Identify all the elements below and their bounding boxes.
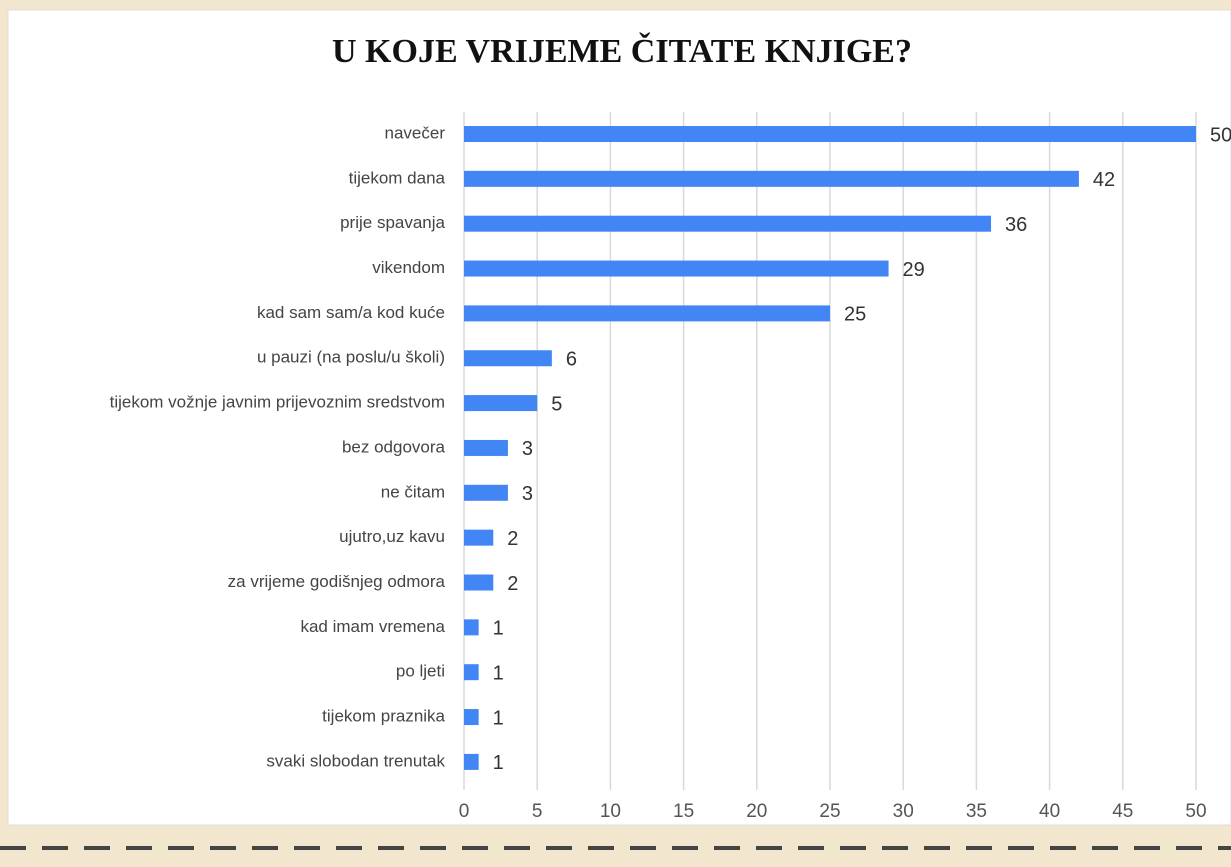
bar	[464, 439, 508, 456]
x-tick-label: 5	[532, 801, 543, 822]
value-label: 2	[507, 573, 518, 595]
value-label: 3	[522, 483, 533, 505]
x-tick-label: 10	[600, 801, 621, 822]
bar	[464, 170, 1079, 187]
x-tick-label: 45	[1112, 801, 1133, 822]
y-tick-label: bez odgovora	[342, 437, 446, 456]
value-label: 42	[1093, 169, 1115, 191]
value-label: 29	[903, 259, 925, 281]
y-tick-label: u pauzi (na poslu/u školi)	[257, 348, 445, 367]
bar	[464, 664, 479, 681]
value-label: 5	[551, 393, 562, 415]
y-tick-label: tijekom vožnje javnim prijevoznim sredst…	[110, 393, 445, 412]
x-tick-label: 0	[459, 801, 470, 822]
y-tick-label: za vrijeme godišnjeg odmora	[228, 572, 446, 591]
bar	[464, 215, 992, 232]
x-tick-label: 20	[746, 801, 767, 822]
x-tick-label: 15	[673, 801, 694, 822]
value-label: 1	[493, 618, 504, 640]
y-tick-label: prije spavanja	[340, 213, 445, 232]
value-label: 3	[522, 438, 533, 460]
x-tick-label: 30	[893, 801, 914, 822]
y-tick-label: ne čitam	[381, 482, 445, 501]
bar	[464, 709, 479, 726]
bar	[464, 260, 889, 277]
chart-title: U KOJE VRIJEME ČITATE KNJIGE?	[332, 32, 912, 70]
x-tick-label: 50	[1185, 801, 1206, 822]
bar	[464, 529, 494, 546]
value-label: 25	[844, 304, 866, 326]
value-label: 50	[1210, 124, 1231, 146]
panel	[7, 9, 1231, 826]
value-label: 6	[566, 349, 577, 371]
value-label: 1	[493, 707, 504, 729]
x-tick-label: 25	[819, 801, 840, 822]
bar	[464, 126, 1196, 142]
bar	[464, 574, 494, 591]
y-tick-label: kad imam vremena	[300, 617, 445, 636]
bar	[464, 484, 508, 501]
bar	[464, 350, 552, 367]
value-label: 36	[1005, 214, 1027, 236]
bar	[464, 395, 538, 412]
y-tick-label: kad sam sam/a kod kuće	[257, 303, 445, 322]
value-label: 1	[493, 662, 504, 684]
bar	[464, 305, 830, 322]
y-tick-label: svaki slobodan trenutak	[266, 751, 445, 770]
y-tick-label: ujutro,uz kavu	[339, 527, 445, 546]
bar	[464, 753, 479, 770]
y-tick-label: navečer	[385, 123, 446, 142]
value-label: 2	[507, 528, 518, 550]
y-tick-label: vikendom	[372, 258, 445, 277]
y-tick-label: tijekom dana	[349, 168, 446, 187]
x-tick-label: 40	[1039, 801, 1060, 822]
value-label: 1	[493, 752, 504, 774]
y-tick-label: tijekom praznika	[322, 707, 445, 726]
bar	[464, 619, 479, 636]
y-tick-label: po ljeti	[396, 662, 445, 681]
x-tick-label: 35	[966, 801, 987, 822]
